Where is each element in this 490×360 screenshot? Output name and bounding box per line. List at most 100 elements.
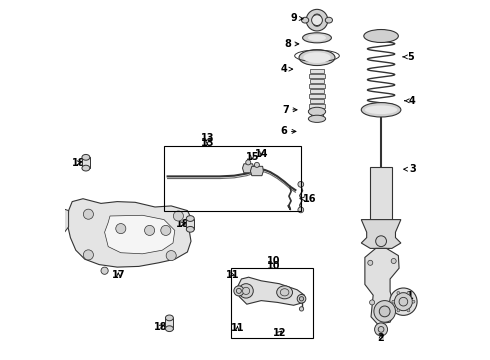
Ellipse shape — [186, 216, 194, 221]
Bar — [309, 104, 325, 108]
Circle shape — [368, 260, 373, 265]
Text: 1: 1 — [404, 291, 413, 301]
Polygon shape — [243, 164, 254, 173]
Circle shape — [306, 9, 328, 31]
Ellipse shape — [277, 286, 293, 299]
Circle shape — [145, 225, 155, 235]
Text: 17: 17 — [112, 270, 125, 280]
Text: 14: 14 — [254, 149, 268, 159]
Circle shape — [374, 323, 388, 336]
Ellipse shape — [308, 115, 326, 122]
Text: 18: 18 — [176, 219, 190, 229]
Circle shape — [297, 294, 306, 303]
Text: 12: 12 — [273, 328, 286, 338]
Text: 4: 4 — [405, 96, 416, 106]
Circle shape — [166, 251, 176, 261]
Bar — [309, 74, 325, 78]
Ellipse shape — [82, 165, 90, 171]
Bar — [164, 146, 301, 211]
Bar — [311, 112, 323, 119]
Text: 11: 11 — [231, 323, 244, 333]
Ellipse shape — [280, 289, 289, 296]
Circle shape — [412, 300, 415, 303]
Circle shape — [397, 309, 400, 312]
Ellipse shape — [364, 30, 398, 42]
Text: 6: 6 — [280, 126, 296, 136]
Text: 3: 3 — [404, 164, 416, 174]
Circle shape — [391, 258, 396, 264]
Text: 7: 7 — [282, 105, 297, 115]
Polygon shape — [250, 166, 263, 176]
Ellipse shape — [166, 315, 173, 321]
Bar — [310, 89, 324, 93]
Bar — [370, 167, 392, 220]
Circle shape — [374, 301, 395, 322]
Bar — [310, 79, 324, 83]
Circle shape — [312, 15, 322, 26]
Ellipse shape — [308, 35, 326, 41]
Circle shape — [399, 297, 408, 306]
Circle shape — [299, 297, 304, 301]
Text: 16: 16 — [300, 194, 317, 204]
Bar — [186, 219, 194, 229]
Circle shape — [254, 162, 259, 167]
Ellipse shape — [239, 284, 253, 298]
Text: 13: 13 — [200, 138, 214, 148]
Circle shape — [379, 306, 390, 317]
Ellipse shape — [186, 226, 194, 232]
Bar — [309, 94, 325, 98]
Polygon shape — [361, 220, 401, 248]
Text: 5: 5 — [403, 52, 414, 62]
Circle shape — [407, 292, 410, 294]
Circle shape — [376, 236, 387, 247]
Ellipse shape — [365, 105, 397, 114]
Circle shape — [83, 250, 94, 260]
Text: 4: 4 — [280, 64, 293, 74]
Circle shape — [234, 286, 244, 296]
Ellipse shape — [308, 107, 326, 116]
Bar — [310, 99, 324, 103]
Circle shape — [394, 293, 413, 311]
Ellipse shape — [361, 103, 401, 117]
Text: 11: 11 — [226, 270, 239, 280]
Bar — [82, 157, 90, 168]
Polygon shape — [237, 277, 304, 305]
Bar — [309, 84, 325, 88]
Bar — [231, 268, 314, 338]
Circle shape — [299, 307, 304, 311]
Circle shape — [245, 160, 251, 165]
Circle shape — [101, 267, 108, 274]
Polygon shape — [365, 248, 399, 324]
Circle shape — [173, 211, 183, 221]
Polygon shape — [68, 199, 191, 267]
Text: 13: 13 — [200, 133, 214, 143]
Circle shape — [369, 300, 374, 305]
Ellipse shape — [303, 33, 331, 43]
Ellipse shape — [299, 50, 335, 66]
Circle shape — [236, 288, 242, 293]
Circle shape — [378, 327, 384, 332]
Circle shape — [116, 224, 126, 234]
Circle shape — [390, 288, 417, 315]
Ellipse shape — [325, 17, 333, 23]
Circle shape — [407, 309, 410, 312]
Polygon shape — [104, 215, 175, 254]
Text: 8: 8 — [285, 39, 299, 49]
Circle shape — [397, 292, 400, 294]
Bar — [166, 318, 173, 329]
Text: 15: 15 — [245, 152, 259, 162]
Bar — [310, 69, 324, 73]
Ellipse shape — [243, 287, 250, 294]
Text: 10: 10 — [267, 261, 281, 271]
Text: 9: 9 — [290, 13, 303, 23]
Bar — [374, 220, 388, 250]
Ellipse shape — [314, 14, 320, 20]
Ellipse shape — [82, 154, 90, 160]
Ellipse shape — [301, 17, 309, 23]
Ellipse shape — [303, 52, 331, 63]
Ellipse shape — [166, 326, 173, 332]
Circle shape — [298, 207, 304, 213]
Circle shape — [161, 225, 171, 235]
Text: 18: 18 — [153, 322, 167, 332]
Text: 2: 2 — [378, 333, 385, 343]
